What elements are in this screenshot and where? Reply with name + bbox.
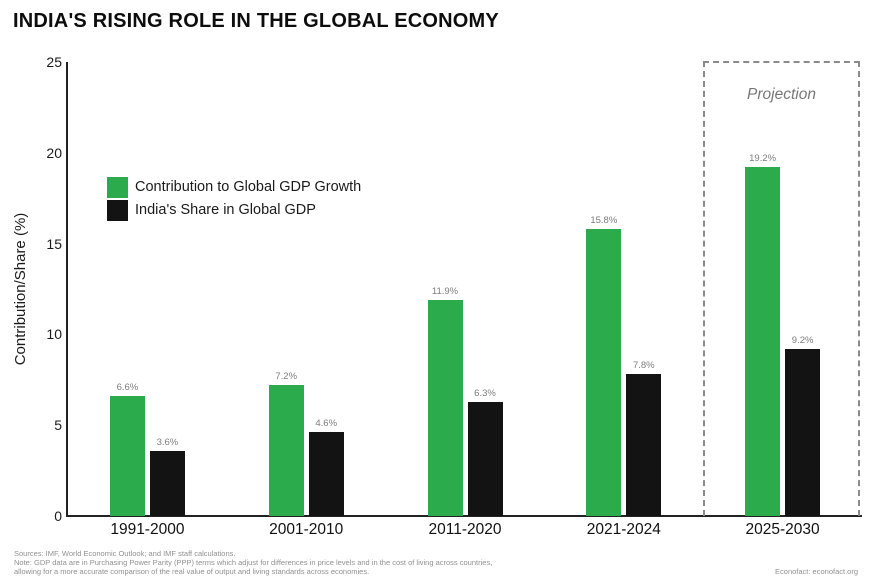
- projection-label: Projection: [747, 86, 816, 103]
- x-category-label: 2011-2020: [428, 521, 502, 538]
- legend: Contribution to Global GDP Growth India'…: [107, 176, 361, 222]
- x-axis-line: [66, 515, 862, 517]
- note-line: Note: GDP data are in Purchasing Power P…: [14, 557, 493, 567]
- y-tick-label: 5: [54, 417, 62, 434]
- bar-black-2001-2010: [308, 432, 344, 516]
- y-tick-label: 10: [46, 326, 62, 343]
- y-tick-label: 20: [46, 144, 62, 161]
- value-label: 6.3%: [474, 387, 496, 399]
- source-line: Sources: IMF, World Economic Outlook; an…: [14, 549, 236, 558]
- bar-green-2011-2020: [427, 299, 463, 516]
- projection-dashed-box: [703, 61, 860, 516]
- bar-black-2011-2020: [467, 401, 503, 516]
- bar-green-2001-2010: [268, 385, 304, 516]
- y-axis-line: [66, 62, 68, 516]
- x-category-label: 2001-2010: [269, 521, 344, 538]
- value-label: 11.9%: [431, 285, 459, 297]
- legend-item-gdp-growth: Contribution to Global GDP Growth: [107, 176, 361, 198]
- value-label: 7.2%: [275, 371, 298, 383]
- bar-black-2025-2030: [785, 348, 821, 516]
- bar-green-2021-2024: [586, 229, 622, 516]
- value-label: 7.8%: [632, 360, 655, 372]
- value-label: 3.6%: [156, 436, 179, 448]
- x-category-label: 2021-2024: [586, 521, 661, 538]
- legend-label: Contribution to Global GDP Growth: [135, 179, 362, 195]
- legend-label: India's Share in Global GDP: [135, 202, 316, 218]
- bar-green-1991-2000: [109, 396, 145, 516]
- y-tick-label: 0: [54, 508, 62, 524]
- bar-green-2025-2030: [745, 167, 781, 516]
- credit-text: Econofact: econofact.org: [775, 567, 858, 576]
- bar-black-2021-2024: [626, 374, 662, 516]
- value-label: 6.6%: [116, 382, 139, 394]
- source-note: Sources: IMF, World Economic Outlook; an…: [14, 549, 634, 576]
- x-category-label: 2025-2030: [745, 521, 820, 538]
- chart-title: INDIA'S RISING ROLE IN THE GLOBAL ECONOM…: [13, 10, 499, 32]
- legend-item-gdp-share: India's Share in Global GDP: [107, 199, 361, 221]
- y-tick-label: 25: [46, 54, 62, 70]
- x-category-label: 1991-2000: [110, 521, 185, 538]
- note-line: allowing for a more accurate comparison …: [14, 566, 370, 576]
- bar-black-1991-2000: [149, 450, 185, 516]
- legend-swatch-black: [107, 199, 128, 221]
- value-label: 9.2%: [791, 334, 814, 346]
- value-label: 19.2%: [749, 153, 777, 165]
- value-label: 4.6%: [315, 418, 338, 430]
- legend-swatch-green: [107, 176, 128, 198]
- value-label: 15.8%: [590, 215, 618, 227]
- y-tick-label: 15: [46, 235, 62, 252]
